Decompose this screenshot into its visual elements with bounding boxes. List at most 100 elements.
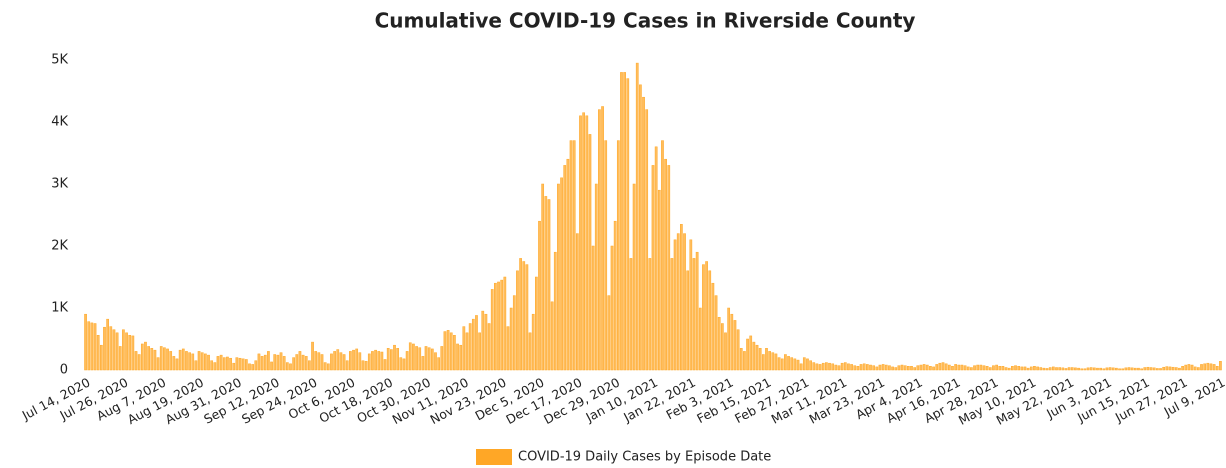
bar (588, 134, 592, 371)
bar (1219, 361, 1222, 371)
bar (1168, 366, 1172, 371)
bar (550, 301, 554, 371)
y-tick-label: 5K (51, 53, 68, 68)
bar (358, 352, 362, 371)
y-tick-label: 2K (51, 239, 68, 254)
bar (1061, 367, 1065, 371)
bar (1055, 367, 1058, 371)
bar (982, 365, 986, 371)
bar (405, 351, 409, 371)
bar (1058, 367, 1062, 371)
bar (1137, 367, 1140, 371)
bar (686, 270, 690, 371)
bar (947, 364, 951, 371)
bar (604, 140, 608, 371)
bar (585, 115, 589, 371)
bar (601, 106, 604, 371)
bar (342, 354, 346, 371)
bar (421, 356, 425, 371)
bar (355, 348, 359, 371)
bar (985, 366, 989, 371)
bar (1140, 368, 1143, 371)
bar (881, 364, 885, 371)
bar (241, 358, 245, 371)
bar (1011, 366, 1014, 371)
bar (626, 78, 630, 371)
bar (314, 351, 318, 371)
bar (273, 354, 277, 371)
bar (680, 224, 683, 371)
bar (295, 354, 299, 371)
bar (1118, 368, 1121, 371)
bar (639, 84, 642, 371)
bar (979, 364, 983, 371)
bar (746, 338, 749, 371)
bar (490, 289, 494, 371)
bar (657, 189, 661, 371)
bar (1190, 364, 1194, 371)
bar (932, 366, 935, 371)
bar (1127, 367, 1131, 371)
bar (673, 239, 677, 371)
bar (1174, 367, 1178, 371)
bar (1108, 367, 1112, 371)
bar (1004, 367, 1008, 371)
bar (1156, 368, 1159, 371)
bar (393, 344, 396, 371)
bar (1020, 366, 1024, 371)
bar (708, 270, 712, 371)
bar (267, 351, 270, 371)
bar (806, 358, 809, 371)
chart-title: Cumulative COVID-19 Cases in Riverside C… (375, 9, 916, 33)
bar (541, 183, 545, 371)
y-tick-label: 4K (51, 115, 68, 130)
bar (140, 343, 144, 371)
bar (153, 349, 157, 371)
bar (99, 344, 103, 371)
bar (825, 362, 828, 371)
bar (229, 357, 232, 371)
bar (635, 62, 639, 371)
bar (648, 258, 652, 371)
bar (802, 357, 806, 371)
bar (670, 258, 674, 371)
bar (553, 251, 557, 371)
y-tick-label: 3K (51, 177, 68, 192)
bar (796, 359, 800, 371)
bar (1092, 367, 1096, 371)
bar (906, 366, 910, 371)
bar (396, 348, 400, 371)
bar (352, 349, 355, 371)
bar (629, 258, 633, 371)
bar (919, 364, 923, 371)
bar (894, 367, 898, 371)
bar (207, 354, 210, 371)
bar (963, 365, 967, 371)
bar (1209, 363, 1213, 371)
bar (289, 363, 292, 371)
bar (1212, 364, 1216, 371)
bar (610, 245, 614, 371)
bar (298, 351, 302, 371)
bar (494, 282, 497, 371)
bar (204, 353, 207, 371)
bar (109, 326, 113, 371)
bar (654, 146, 658, 371)
bar (1105, 367, 1109, 371)
bar (774, 353, 778, 371)
bar (935, 364, 939, 371)
bar (831, 363, 835, 371)
bar (544, 196, 548, 371)
bar (992, 365, 995, 371)
bar (620, 72, 623, 371)
bar (538, 220, 541, 371)
bar (733, 320, 737, 371)
bar (308, 360, 311, 371)
bar (727, 307, 731, 371)
bar (866, 364, 869, 371)
bar (377, 351, 381, 371)
bar (840, 362, 844, 371)
bar (535, 276, 538, 371)
bar (1096, 367, 1099, 371)
bar (497, 281, 500, 371)
